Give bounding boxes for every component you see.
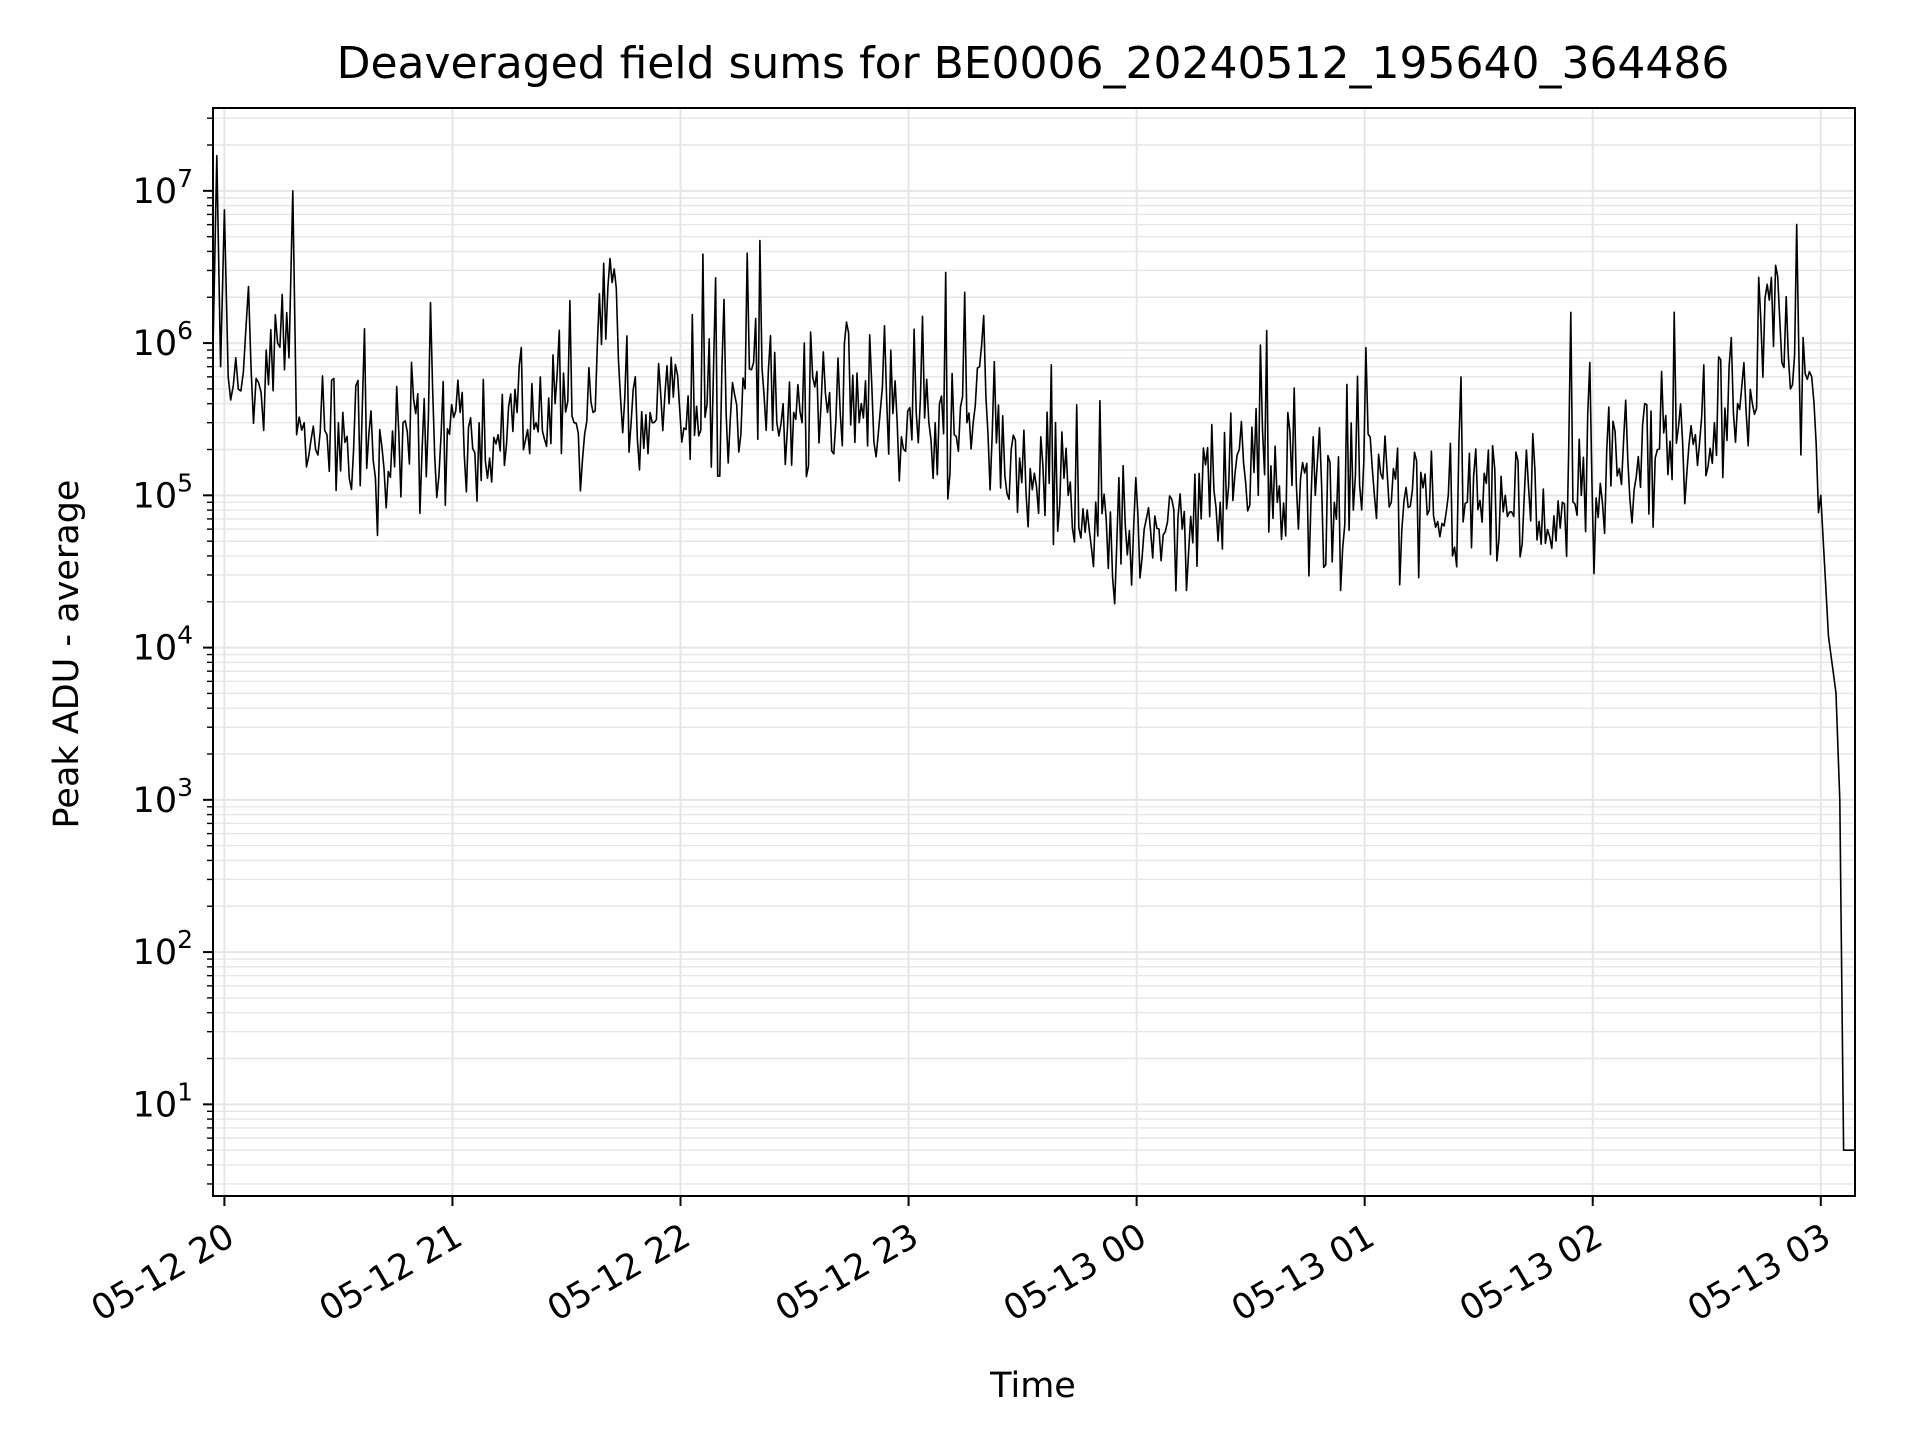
plot-frame	[212, 107, 1856, 1197]
y-tick-label: 102	[133, 925, 193, 973]
y-tick-label: 107	[133, 164, 193, 212]
data-series-line	[212, 154, 1855, 1151]
y-tick-label: 106	[133, 316, 193, 364]
x-axis-label: Time	[989, 1366, 1076, 1406]
y-axis-label: Peak ADU - average	[47, 480, 87, 829]
y-tick-label: 104	[133, 621, 193, 669]
y-tick-label: 101	[133, 1077, 193, 1125]
grid-lines	[213, 108, 1855, 1196]
y-tick-label: 103	[133, 773, 193, 821]
y-tick-label: 105	[133, 468, 193, 516]
chart-title: Deaveraged field sums for BE0006_2024051…	[337, 38, 1730, 89]
